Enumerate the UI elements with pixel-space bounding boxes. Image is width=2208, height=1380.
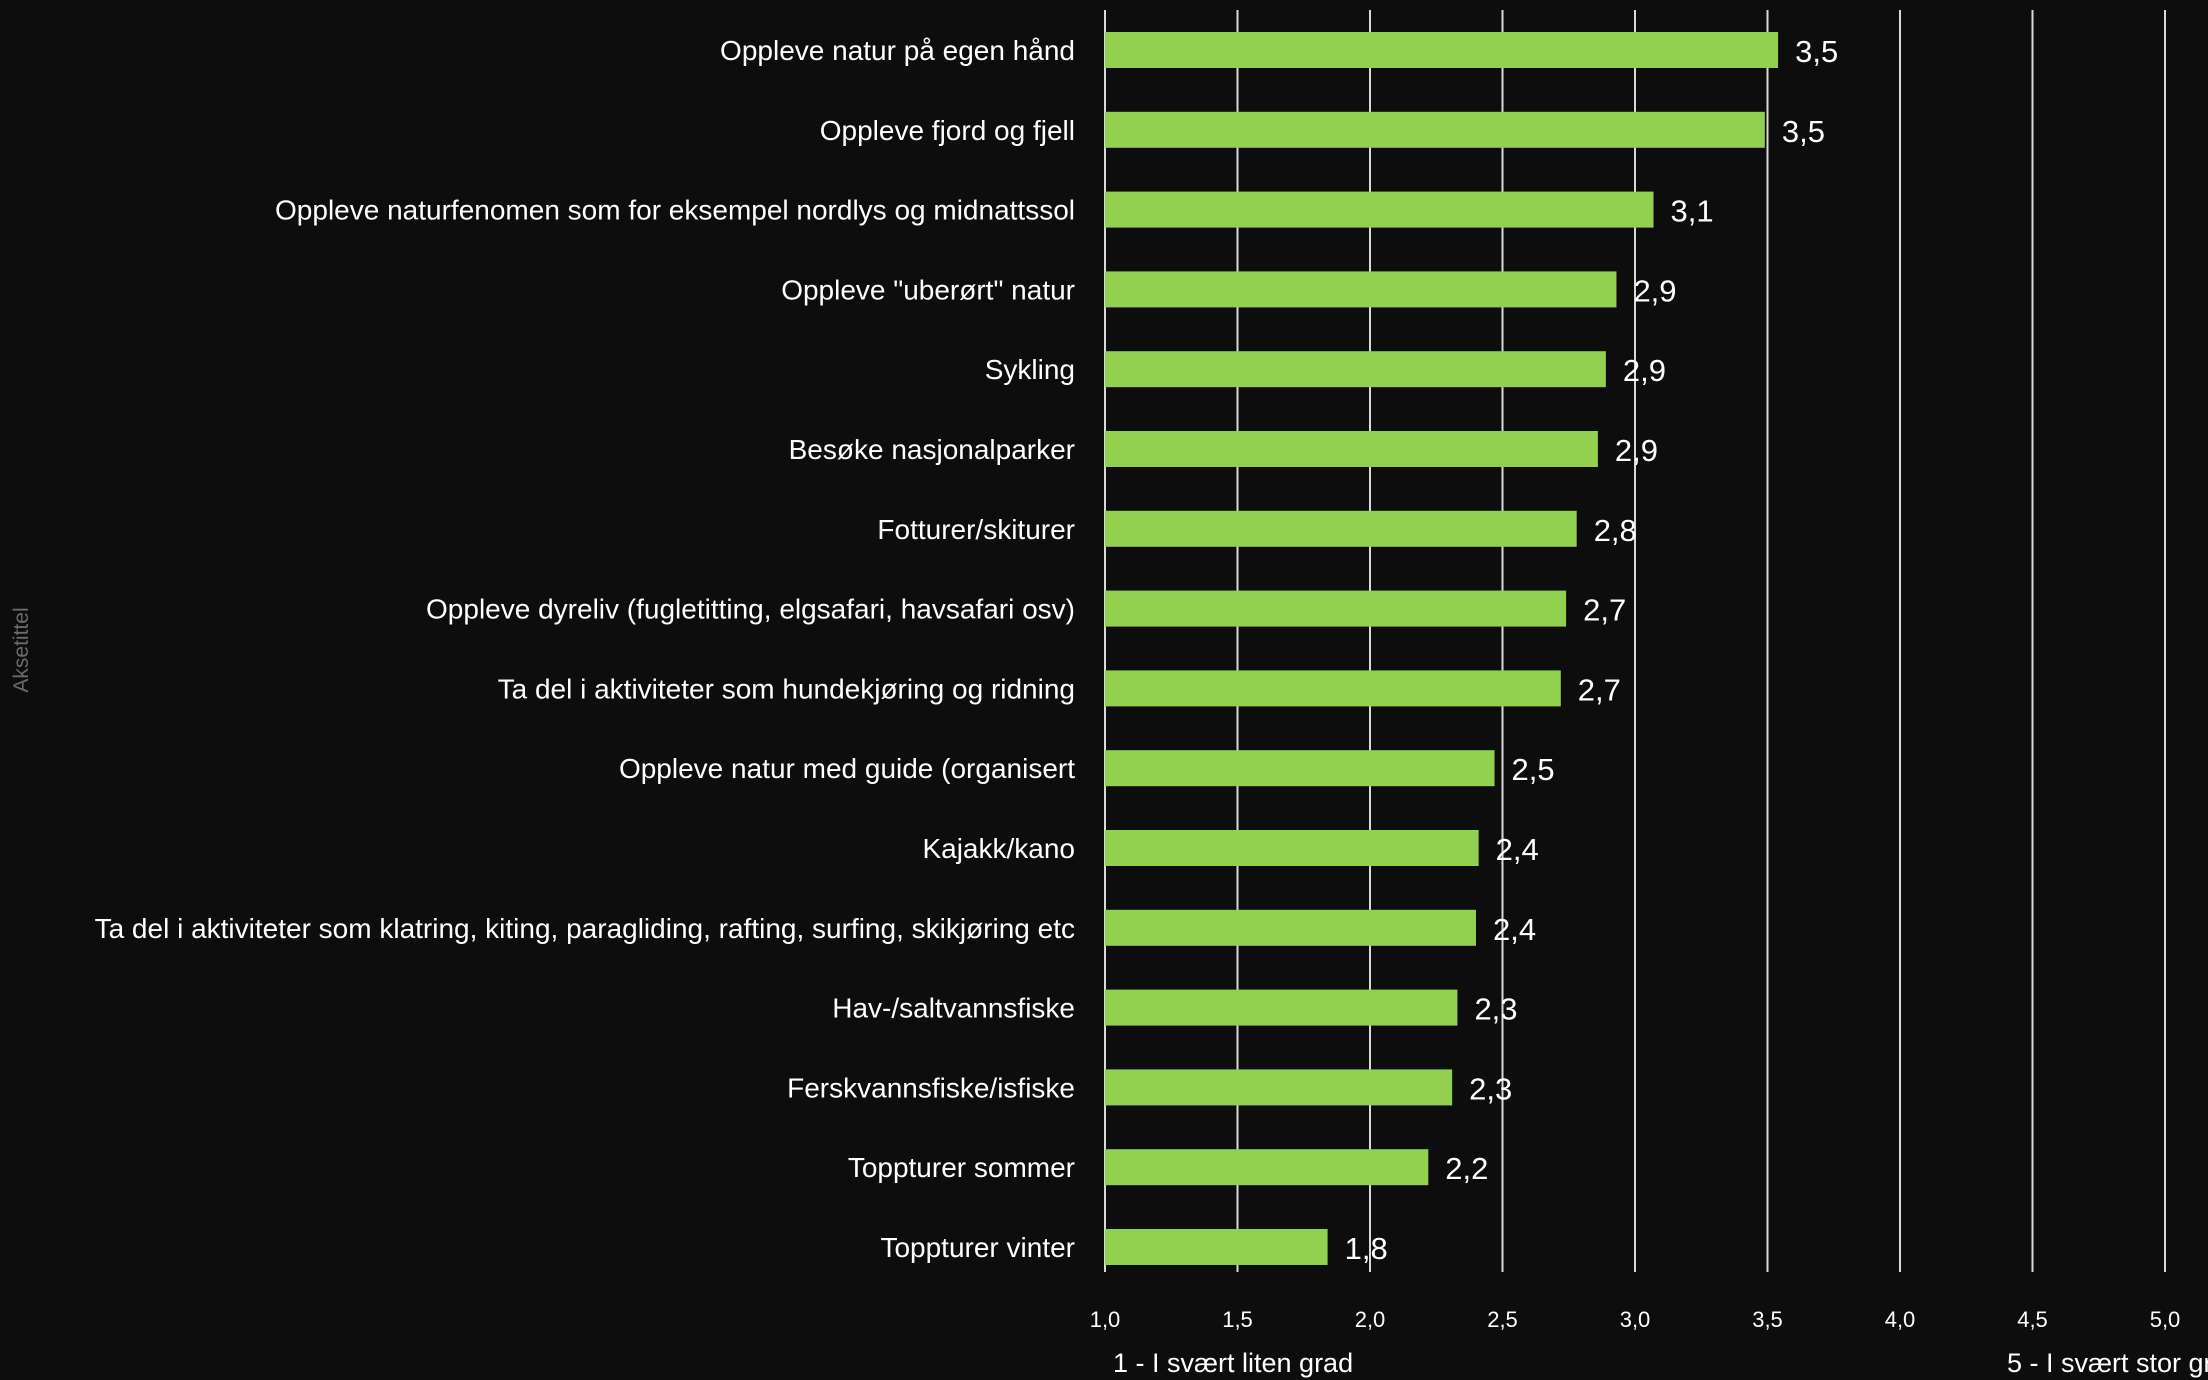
bar — [1105, 750, 1495, 787]
bar — [1105, 191, 1654, 228]
bar — [1105, 590, 1567, 627]
category-label: Besøke nasjonalparker — [789, 434, 1075, 465]
bar — [1105, 989, 1458, 1026]
bar — [1105, 431, 1598, 467]
category-label: Oppleve naturfenomen som for eksempel no… — [275, 195, 1075, 226]
x-tick-label: 2,0 — [1355, 1307, 1386, 1332]
category-label: Oppleve natur på egen hånd — [720, 35, 1075, 66]
category-label: Sykling — [985, 354, 1075, 385]
category-label: Toppturer sommer — [848, 1152, 1075, 1183]
category-label: Oppleve natur med guide (organisert — [619, 753, 1075, 784]
bar — [1105, 351, 1606, 388]
data-label: 2,9 — [1633, 273, 1676, 308]
category-label: Hav-/saltvannsfiske — [832, 993, 1075, 1024]
category-label: Ta del i aktiviteter som hundekjøring og… — [498, 673, 1075, 704]
bar — [1105, 111, 1765, 148]
bar — [1105, 1229, 1328, 1265]
category-label: Oppleve fjord og fjell — [820, 115, 1075, 146]
x-tick-labels: 1,0 1,5 2,0 2,5 3,0 3,5 4,0 4,5 5,0 — [1090, 1307, 2181, 1332]
bar — [1105, 1149, 1429, 1186]
data-label: 3,5 — [1795, 34, 1838, 69]
category-label: Kajakk/kano — [922, 833, 1075, 864]
data-label: 2,4 — [1493, 912, 1536, 947]
data-label: 2,4 — [1496, 832, 1539, 867]
x-tick-label: 3,5 — [1752, 1307, 1783, 1332]
data-label: 2,9 — [1615, 433, 1658, 468]
data-label: 3,5 — [1782, 114, 1825, 149]
category-label: Toppturer vinter — [880, 1232, 1075, 1263]
data-labels: 3,5 3,5 3,1 2,9 2,9 2,9 2,8 2,7 2,7 2,5 2,4 2,4 2,3 2… — [1345, 34, 1839, 1266]
category-label: Ta del i aktiviteter som klatring, kitin… — [95, 913, 1075, 944]
bar — [1105, 510, 1577, 547]
category-label: Ferskvannsfiske/isfiske — [787, 1072, 1075, 1103]
data-label: 2,7 — [1583, 593, 1626, 628]
bar — [1105, 32, 1779, 68]
x-tick-label: 5,0 — [2150, 1307, 2181, 1332]
bars — [1105, 32, 1779, 1265]
x-tick-label: 2,5 — [1487, 1307, 1518, 1332]
x-tick-label: 4,5 — [2017, 1307, 2048, 1332]
data-label: 2,5 — [1512, 752, 1555, 787]
category-labels: Oppleve natur på egen hånd Oppleve fjord … — [95, 35, 1076, 1263]
category-label: Oppleve dyreliv (fugletitting, elgsafari… — [426, 594, 1075, 625]
data-label: 1,8 — [1345, 1231, 1388, 1266]
x-min-label: 1 - I svært liten grad — [1113, 1348, 1353, 1378]
x-tick-label: 1,5 — [1222, 1307, 1253, 1332]
data-label: 2,7 — [1578, 672, 1621, 707]
category-label: Oppleve "uberørt" natur — [781, 274, 1075, 305]
x-tick-label: 1,0 — [1090, 1307, 1121, 1332]
x-tick-label: 3,0 — [1620, 1307, 1651, 1332]
bar — [1105, 1069, 1453, 1106]
bar — [1105, 670, 1561, 707]
bar — [1105, 271, 1617, 308]
data-label: 2,8 — [1594, 513, 1637, 548]
x-tick-label: 4,0 — [1885, 1307, 1916, 1332]
data-label: 3,1 — [1671, 194, 1714, 229]
data-label: 2,9 — [1623, 353, 1666, 388]
bar — [1105, 909, 1476, 946]
data-label: 2,3 — [1474, 992, 1517, 1027]
x-max-label: 5 - I svært stor grad — [2007, 1348, 2208, 1378]
bar — [1105, 830, 1479, 866]
data-label: 2,2 — [1445, 1151, 1488, 1186]
category-label: Fotturer/skiturer — [877, 514, 1075, 545]
y-axis-title: Aksetittel — [10, 607, 33, 692]
data-label: 2,3 — [1469, 1071, 1512, 1106]
